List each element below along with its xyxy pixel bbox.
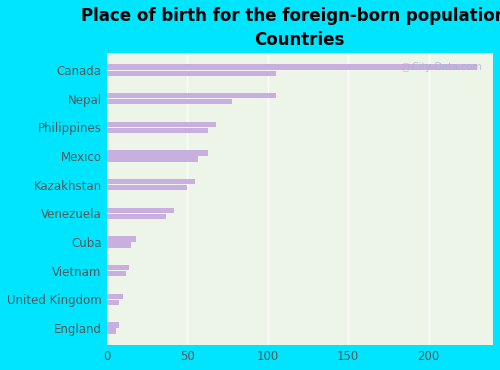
Bar xyxy=(106,151,208,156)
Bar xyxy=(106,99,232,104)
Bar xyxy=(106,265,129,270)
Bar xyxy=(106,208,174,213)
Bar xyxy=(106,271,126,276)
Bar xyxy=(106,294,122,299)
Bar xyxy=(106,185,187,190)
Bar xyxy=(106,71,276,75)
Bar xyxy=(106,329,116,334)
Bar xyxy=(106,179,195,184)
Bar xyxy=(106,214,166,219)
Bar xyxy=(106,122,216,127)
Bar xyxy=(106,322,120,327)
Bar xyxy=(106,236,136,242)
Bar xyxy=(106,128,208,133)
Bar xyxy=(106,93,276,98)
Bar xyxy=(106,64,477,70)
Text: ⓘ City-Data.com: ⓘ City-Data.com xyxy=(402,62,481,72)
Title: Place of birth for the foreign-born population -
Countries: Place of birth for the foreign-born popu… xyxy=(80,7,500,48)
Bar xyxy=(106,242,130,248)
Bar xyxy=(106,157,198,162)
Bar xyxy=(106,300,120,305)
